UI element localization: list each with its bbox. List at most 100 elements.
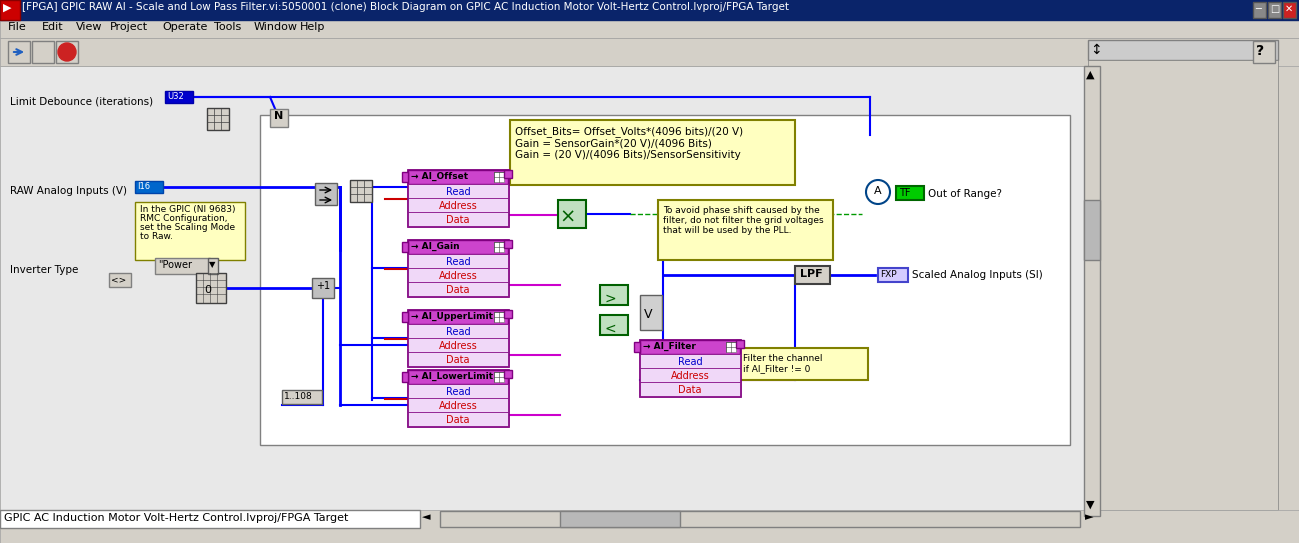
Text: Gain = SensorGain*(20 V)/(4096 Bits): Gain = SensorGain*(20 V)/(4096 Bits) [514,138,712,148]
Bar [494,172,504,182]
Bar [659,200,833,260]
Bar [196,273,226,303]
Text: File: File [8,22,27,32]
Bar [207,108,229,130]
Bar [896,186,924,200]
Text: Help: Help [300,22,325,32]
Bar [349,180,372,202]
Bar [408,398,508,412]
Text: Read: Read [446,187,470,197]
Text: → AI_UpperLimit: → AI_UpperLimit [410,312,494,321]
Text: View: View [77,22,103,32]
Bar [440,511,1079,527]
Bar [511,120,795,185]
Text: Read: Read [678,357,703,367]
Text: FXP: FXP [879,270,896,279]
Text: ✕: ✕ [1285,4,1293,14]
Text: filter, do not filter the grid voltages: filter, do not filter the grid voltages [662,216,824,225]
Bar [737,340,744,348]
Bar [408,240,508,296]
Bar [408,170,508,184]
Text: RMC Configuration,: RMC Configuration, [140,214,227,223]
Text: Inverter Type: Inverter Type [10,265,78,275]
Bar [640,340,740,396]
Text: if AI_Filter != 0: if AI_Filter != 0 [743,364,811,373]
Bar [1089,60,1278,510]
Text: I16: I16 [136,182,151,191]
Bar [8,41,30,63]
Text: LPF: LPF [800,269,822,279]
Text: □: □ [1270,4,1280,14]
Bar [408,240,508,254]
Text: Address: Address [439,341,477,351]
Text: Data: Data [447,215,470,225]
Text: [FPGA] GPIC RAW AI - Scale and Low Pass Filter.vi:5050001 (clone) Block Diagram : [FPGA] GPIC RAW AI - Scale and Low Pass … [22,2,788,12]
Text: TF: TF [899,188,911,198]
Text: Data: Data [447,355,470,365]
Text: to Raw.: to Raw. [140,232,173,241]
Text: Gain = (20 V)/(4096 Bits)/SensorSensitivity: Gain = (20 V)/(4096 Bits)/SensorSensitiv… [514,150,740,160]
Text: Scaled Analog Inputs (SI): Scaled Analog Inputs (SI) [912,270,1043,280]
Bar [640,340,740,354]
Bar [504,240,512,248]
Text: Data: Data [447,285,470,295]
Text: Offset_Bits= Offset_Volts*(4096 bits)/(20 V): Offset_Bits= Offset_Volts*(4096 bits)/(2… [514,126,743,137]
Text: Operate: Operate [162,22,208,32]
Text: U32: U32 [168,92,183,101]
Bar [494,242,504,252]
Text: Data: Data [678,385,701,395]
Text: Tools: Tools [214,22,242,32]
Bar [795,266,830,284]
Bar [401,312,408,322]
Text: Window: Window [255,22,297,32]
Text: Filter the channel: Filter the channel [743,354,822,363]
Bar [401,172,408,182]
Text: ×: × [560,208,577,227]
Bar [494,372,504,382]
Bar [155,258,210,274]
Bar [0,510,1299,543]
Text: Address: Address [670,371,709,381]
Bar [504,310,512,318]
Text: ►: ► [1085,512,1094,522]
Bar [408,254,508,268]
Bar [504,170,512,178]
Text: Project: Project [110,22,148,32]
Bar [1083,20,1299,515]
Bar [0,0,1299,20]
Bar [559,200,586,228]
Bar [408,370,508,384]
Bar [109,273,131,287]
Bar [0,38,1299,66]
Text: Read: Read [446,327,470,337]
Text: Edit: Edit [42,22,64,32]
Text: "Power: "Power [158,260,192,270]
Text: → AI_LowerLimit: → AI_LowerLimit [410,372,494,381]
Bar [560,511,679,527]
Text: → AI_Gain: → AI_Gain [410,242,460,251]
Bar [401,372,408,382]
Bar [0,20,1299,38]
Text: Out of Range?: Out of Range? [927,189,1002,199]
Bar [1083,200,1100,260]
Text: In the GPIC (NI 9683): In the GPIC (NI 9683) [140,205,235,214]
Bar [408,310,508,324]
Text: <>: <> [110,275,126,284]
Bar [408,170,508,226]
Bar [401,242,408,252]
Bar [32,41,55,63]
Text: A: A [874,186,882,196]
Bar [504,370,512,378]
Text: 0: 0 [204,285,212,295]
Bar [314,183,336,205]
Bar [878,268,908,282]
Bar [135,181,162,193]
Bar [0,66,1083,516]
Text: ▶: ▶ [3,3,12,13]
Bar [1254,41,1276,63]
Bar [408,324,508,338]
Bar [282,390,322,404]
Text: V: V [644,308,652,321]
Text: ─: ─ [1255,4,1261,14]
Bar [408,198,508,212]
